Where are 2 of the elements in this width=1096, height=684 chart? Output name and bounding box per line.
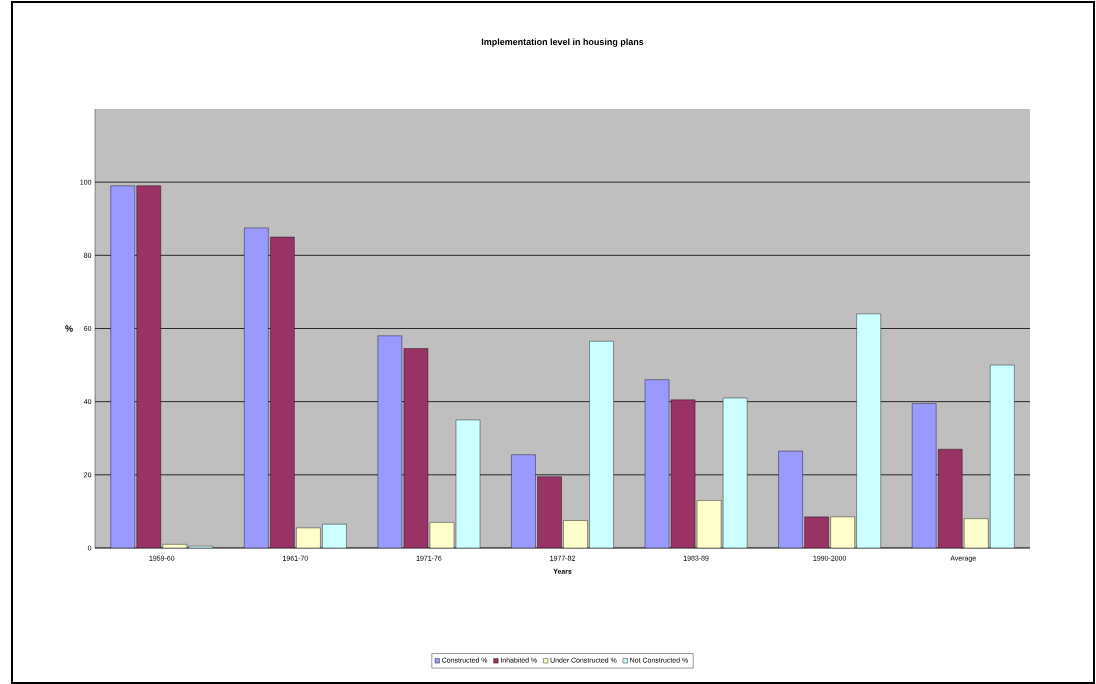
y-axis-title: % — [65, 325, 73, 332]
chart-title: Implementation level in housing plans — [481, 38, 644, 47]
